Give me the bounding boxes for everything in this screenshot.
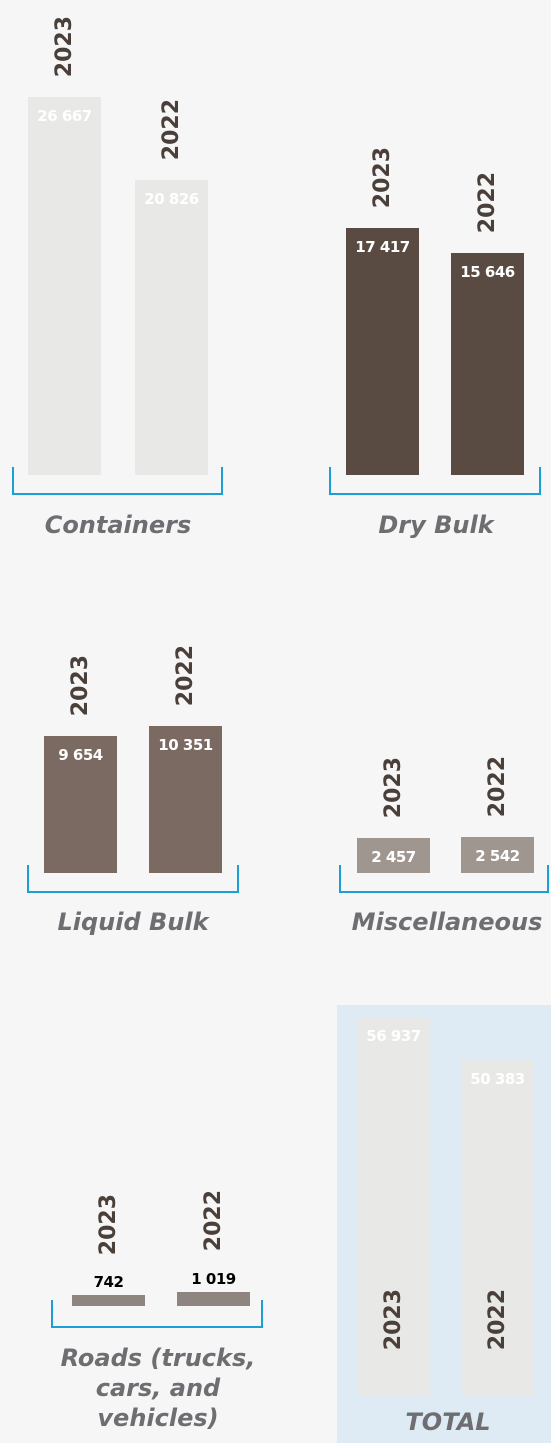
bar bbox=[177, 1291, 250, 1306]
value-label: 2 542 bbox=[475, 846, 520, 865]
chart-title: Dry Bulk bbox=[378, 511, 494, 539]
year-label: 2023 bbox=[380, 756, 406, 819]
value-label: 15 646 bbox=[460, 263, 515, 282]
bar bbox=[357, 1016, 430, 1395]
bar bbox=[346, 228, 419, 475]
year-label: 2022 bbox=[200, 1190, 226, 1252]
chart-title: Containers bbox=[44, 511, 192, 539]
chart-title: Roads (trucks, cars, and vehicles) bbox=[60, 1344, 256, 1432]
bar bbox=[28, 96, 101, 475]
bracket bbox=[329, 467, 541, 495]
bar bbox=[149, 726, 222, 873]
chart-title: Liquid Bulk bbox=[57, 908, 209, 936]
year-label: 2023 bbox=[380, 1288, 406, 1350]
year-label: 2022 bbox=[158, 98, 184, 160]
bar bbox=[44, 736, 117, 873]
year-label: 2023 bbox=[369, 146, 395, 209]
value-label: 50 383 bbox=[470, 1070, 525, 1089]
year-label: 2023 bbox=[67, 654, 93, 717]
year-label: 2022 bbox=[474, 171, 500, 234]
bar bbox=[461, 1060, 534, 1395]
bar bbox=[357, 838, 430, 873]
year-label: 2023 bbox=[51, 15, 77, 77]
value-label: 56 937 bbox=[366, 1026, 421, 1045]
value-label: 742 bbox=[93, 1273, 124, 1292]
value-label: 20 826 bbox=[144, 189, 199, 208]
bracket bbox=[12, 467, 223, 495]
year-label: 2022 bbox=[484, 1288, 510, 1350]
value-label: 1 019 bbox=[191, 1269, 236, 1288]
value-label: 10 351 bbox=[158, 736, 213, 755]
bracket bbox=[339, 865, 549, 893]
value-label: 26 667 bbox=[37, 106, 92, 125]
value-label: 9 654 bbox=[58, 746, 103, 765]
bar bbox=[135, 179, 208, 475]
value-label: 17 417 bbox=[355, 238, 410, 257]
year-label: 2022 bbox=[484, 755, 510, 817]
bar bbox=[461, 836, 534, 873]
chart-title: Miscellaneous bbox=[351, 908, 543, 936]
bracket bbox=[51, 1300, 263, 1328]
bracket bbox=[27, 865, 239, 893]
year-label: 2022 bbox=[172, 645, 198, 707]
year-label: 2023 bbox=[95, 1194, 121, 1256]
bar bbox=[72, 1295, 145, 1306]
bar bbox=[451, 253, 524, 475]
chart-title: TOTAL bbox=[405, 1408, 491, 1436]
value-label: 2 457 bbox=[371, 848, 416, 867]
